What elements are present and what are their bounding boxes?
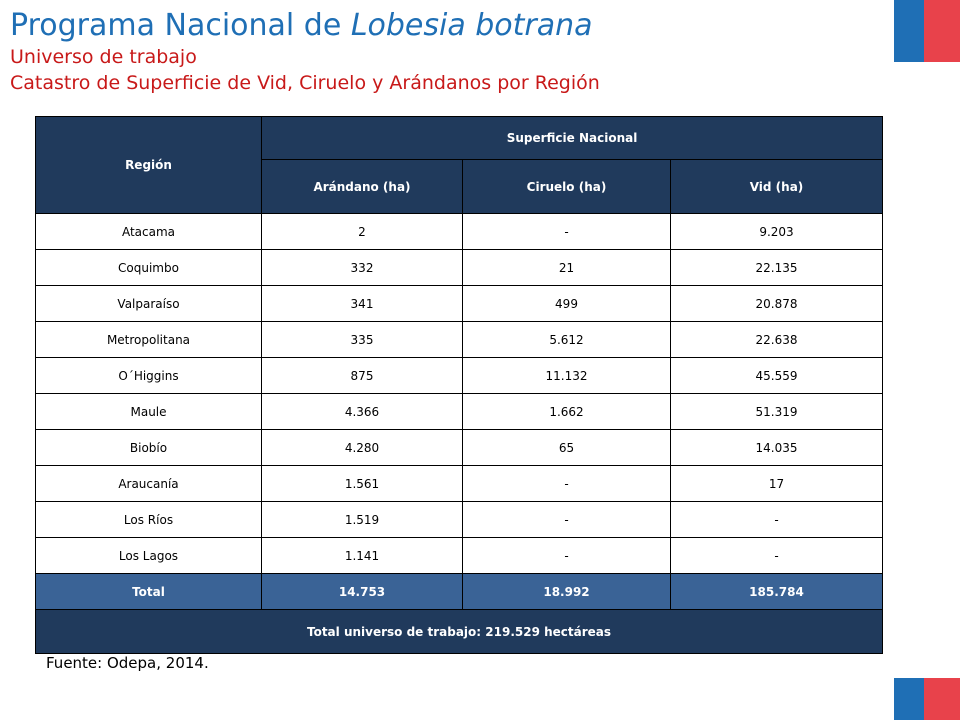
flag-decoration-bottom	[894, 678, 960, 720]
header-ciruelo: Ciruelo (ha)	[462, 159, 671, 214]
cell-ciruelo: 21	[462, 249, 671, 286]
cell-ciruelo: -	[462, 537, 671, 574]
cell-region: Araucanía	[35, 465, 262, 502]
cell-region: Coquimbo	[35, 249, 262, 286]
cell-region: O´Higgins	[35, 357, 262, 394]
cell-ciruelo: -	[462, 501, 671, 538]
cell-arandano: 341	[261, 285, 463, 322]
table-row: Coquimbo 332 21 22.135	[35, 249, 884, 286]
cell-vid: 45.559	[669, 357, 884, 394]
cell-ciruelo: 5.612	[462, 321, 671, 358]
cell-vid: -	[669, 501, 884, 538]
flag-red-stripe	[924, 678, 960, 720]
table-row: Los Lagos 1.141 - -	[35, 537, 884, 574]
table-row: Maule 4.366 1.662 51.319	[35, 393, 884, 430]
flag-red-stripe	[924, 0, 960, 62]
table-row: O´Higgins 875 11.132 45.559	[35, 357, 884, 394]
header-national-surface: Superficie Nacional	[260, 116, 884, 160]
cell-region: Valparaíso	[35, 285, 262, 322]
cell-arandano: 2	[261, 213, 463, 250]
table-row: Araucanía 1.561 - 17	[35, 465, 884, 502]
header-vid: Vid (ha)	[669, 159, 884, 214]
cell-arandano: 1.141	[261, 537, 463, 574]
table-row: Los Ríos 1.519 - -	[35, 501, 884, 538]
total-ciruelo: 18.992	[462, 573, 671, 610]
cell-vid: 20.878	[669, 285, 884, 322]
cell-ciruelo: 65	[462, 429, 671, 466]
cell-ciruelo: -	[462, 465, 671, 502]
grand-total-row: Total universo de trabajo: 219.529 hectá…	[34, 609, 884, 654]
flag-decoration-top	[894, 0, 960, 62]
cell-vid: 17	[669, 465, 884, 502]
total-label: Total	[35, 573, 262, 610]
source-note: Fuente: Odepa, 2014.	[46, 654, 209, 672]
cell-ciruelo: 1.662	[462, 393, 671, 430]
cell-vid: 22.638	[669, 321, 884, 358]
header-arandano: Arándano (ha)	[261, 159, 463, 214]
flag-blue-stripe	[894, 0, 924, 62]
cell-arandano: 335	[261, 321, 463, 358]
flag-blue-stripe	[894, 678, 924, 720]
grand-total-text: Total universo de trabajo: 219.529 hectá…	[34, 609, 884, 654]
table-row: Atacama 2 - 9.203	[35, 213, 884, 250]
page-title: Programa Nacional de Lobesia botrana	[10, 8, 593, 44]
cell-arandano: 332	[261, 249, 463, 286]
total-arandano: 14.753	[261, 573, 463, 610]
cell-region: Biobío	[35, 429, 262, 466]
surface-table: Región Superficie Nacional Arándano (ha)…	[34, 116, 884, 654]
cell-vid: 51.319	[669, 393, 884, 430]
cell-arandano: 875	[261, 357, 463, 394]
cell-arandano: 4.366	[261, 393, 463, 430]
total-vid: 185.784	[669, 573, 884, 610]
cell-region: Los Lagos	[35, 537, 262, 574]
cell-ciruelo: 11.132	[462, 357, 671, 394]
cell-arandano: 1.561	[261, 465, 463, 502]
title-species: Lobesia botrana	[350, 8, 593, 43]
cell-vid: -	[669, 537, 884, 574]
cell-ciruelo: 499	[462, 285, 671, 322]
table-row: Valparaíso 341 499 20.878	[35, 285, 884, 322]
cell-vid: 14.035	[669, 429, 884, 466]
subtitle-work-universe: Universo de trabajo	[10, 46, 197, 68]
cell-region: Atacama	[35, 213, 262, 250]
subtitle-cadastre: Catastro de Superficie de Vid, Ciruelo y…	[10, 72, 600, 94]
cell-arandano: 1.519	[261, 501, 463, 538]
cell-arandano: 4.280	[261, 429, 463, 466]
cell-vid: 22.135	[669, 249, 884, 286]
title-prefix: Programa Nacional de	[10, 8, 351, 43]
cell-region: Los Ríos	[35, 501, 262, 538]
table-row: Biobío 4.280 65 14.035	[35, 429, 884, 466]
header-region: Región	[35, 116, 262, 214]
cell-region: Maule	[35, 393, 262, 430]
cell-region: Metropolitana	[35, 321, 262, 358]
cell-vid: 9.203	[669, 213, 884, 250]
total-row: Total 14.753 18.992 185.784	[35, 573, 884, 610]
cell-ciruelo: -	[462, 213, 671, 250]
table-row: Metropolitana 335 5.612 22.638	[35, 321, 884, 358]
